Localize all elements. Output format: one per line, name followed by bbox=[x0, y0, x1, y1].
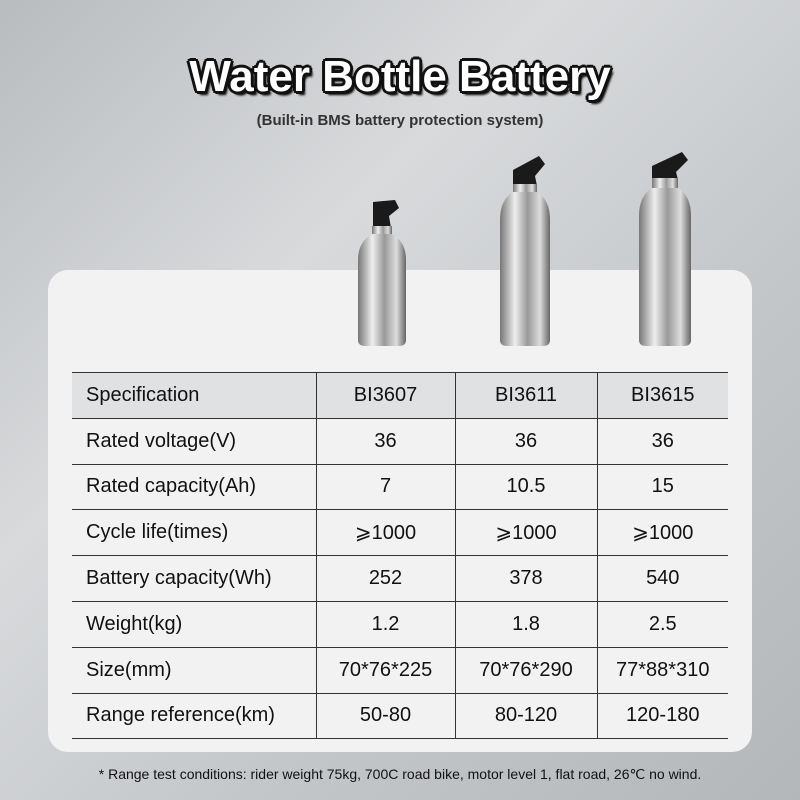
row-label: Cycle life(times) bbox=[72, 509, 317, 557]
cell: 2.5 bbox=[597, 600, 728, 648]
cell: 70*76*225 bbox=[316, 646, 456, 694]
table-row: Cycle life(times) ⩾1000 ⩾1000 ⩾1000 bbox=[72, 509, 728, 557]
cell: 36 bbox=[316, 417, 456, 465]
cell: 252 bbox=[316, 555, 456, 602]
page-title: Water Bottle Battery bbox=[189, 52, 611, 101]
cell: 7 bbox=[316, 463, 456, 511]
row-label: Weight(kg) bbox=[72, 600, 317, 648]
cell: ⩾1000 bbox=[455, 509, 598, 557]
table-header-row: Specification BI3607 BI3611 BI3615 bbox=[72, 372, 728, 419]
row-label: Rated voltage(V) bbox=[72, 417, 317, 465]
cell: 120-180 bbox=[597, 692, 728, 740]
cell: 540 bbox=[597, 555, 728, 602]
bottle-bi3607-image bbox=[358, 200, 406, 346]
cell: 36 bbox=[455, 417, 598, 465]
row-label: Rated capacity(Ah) bbox=[72, 463, 317, 511]
cell: 10.5 bbox=[455, 463, 598, 511]
cell: 1.8 bbox=[455, 600, 598, 648]
header-cell: BI3607 bbox=[316, 372, 456, 419]
table-row: Rated capacity(Ah) 7 10.5 15 bbox=[72, 463, 728, 511]
table-row: Battery capacity(Wh) 252 378 540 bbox=[72, 555, 728, 602]
cell: ⩾1000 bbox=[316, 509, 456, 557]
cell: 1.2 bbox=[316, 600, 456, 648]
table-row: Size(mm) 70*76*225 70*76*290 77*88*310 bbox=[72, 646, 728, 694]
header-cell: Specification bbox=[72, 372, 317, 419]
cell: 77*88*310 bbox=[597, 646, 728, 694]
row-label: Range reference(km) bbox=[72, 692, 317, 740]
table-row: Weight(kg) 1.2 1.8 2.5 bbox=[72, 600, 728, 648]
spec-table: Specification BI3607 BI3611 BI3615 Rated… bbox=[72, 372, 728, 740]
bottle-bi3615-image bbox=[639, 152, 691, 346]
cell: 70*76*290 bbox=[455, 646, 598, 694]
cell: 15 bbox=[597, 463, 728, 511]
page-subtitle: (Built-in BMS battery protection system) bbox=[256, 112, 544, 129]
table-row: Range reference(km) 50-80 80-120 120-180 bbox=[72, 692, 728, 740]
table-row: Rated voltage(V) 36 36 36 bbox=[72, 417, 728, 465]
cell: 80-120 bbox=[455, 692, 598, 740]
row-label: Battery capacity(Wh) bbox=[72, 555, 317, 602]
header-cell: BI3615 bbox=[597, 372, 728, 419]
row-label: Size(mm) bbox=[72, 646, 317, 694]
cell: ⩾1000 bbox=[597, 509, 728, 557]
cell: 378 bbox=[455, 555, 598, 602]
cell: 50-80 bbox=[316, 692, 456, 740]
footnote: * Range test conditions: rider weight 75… bbox=[98, 766, 702, 782]
cell: 36 bbox=[597, 417, 728, 465]
bottle-bi3611-image bbox=[500, 156, 550, 346]
header-cell: BI3611 bbox=[455, 372, 598, 419]
